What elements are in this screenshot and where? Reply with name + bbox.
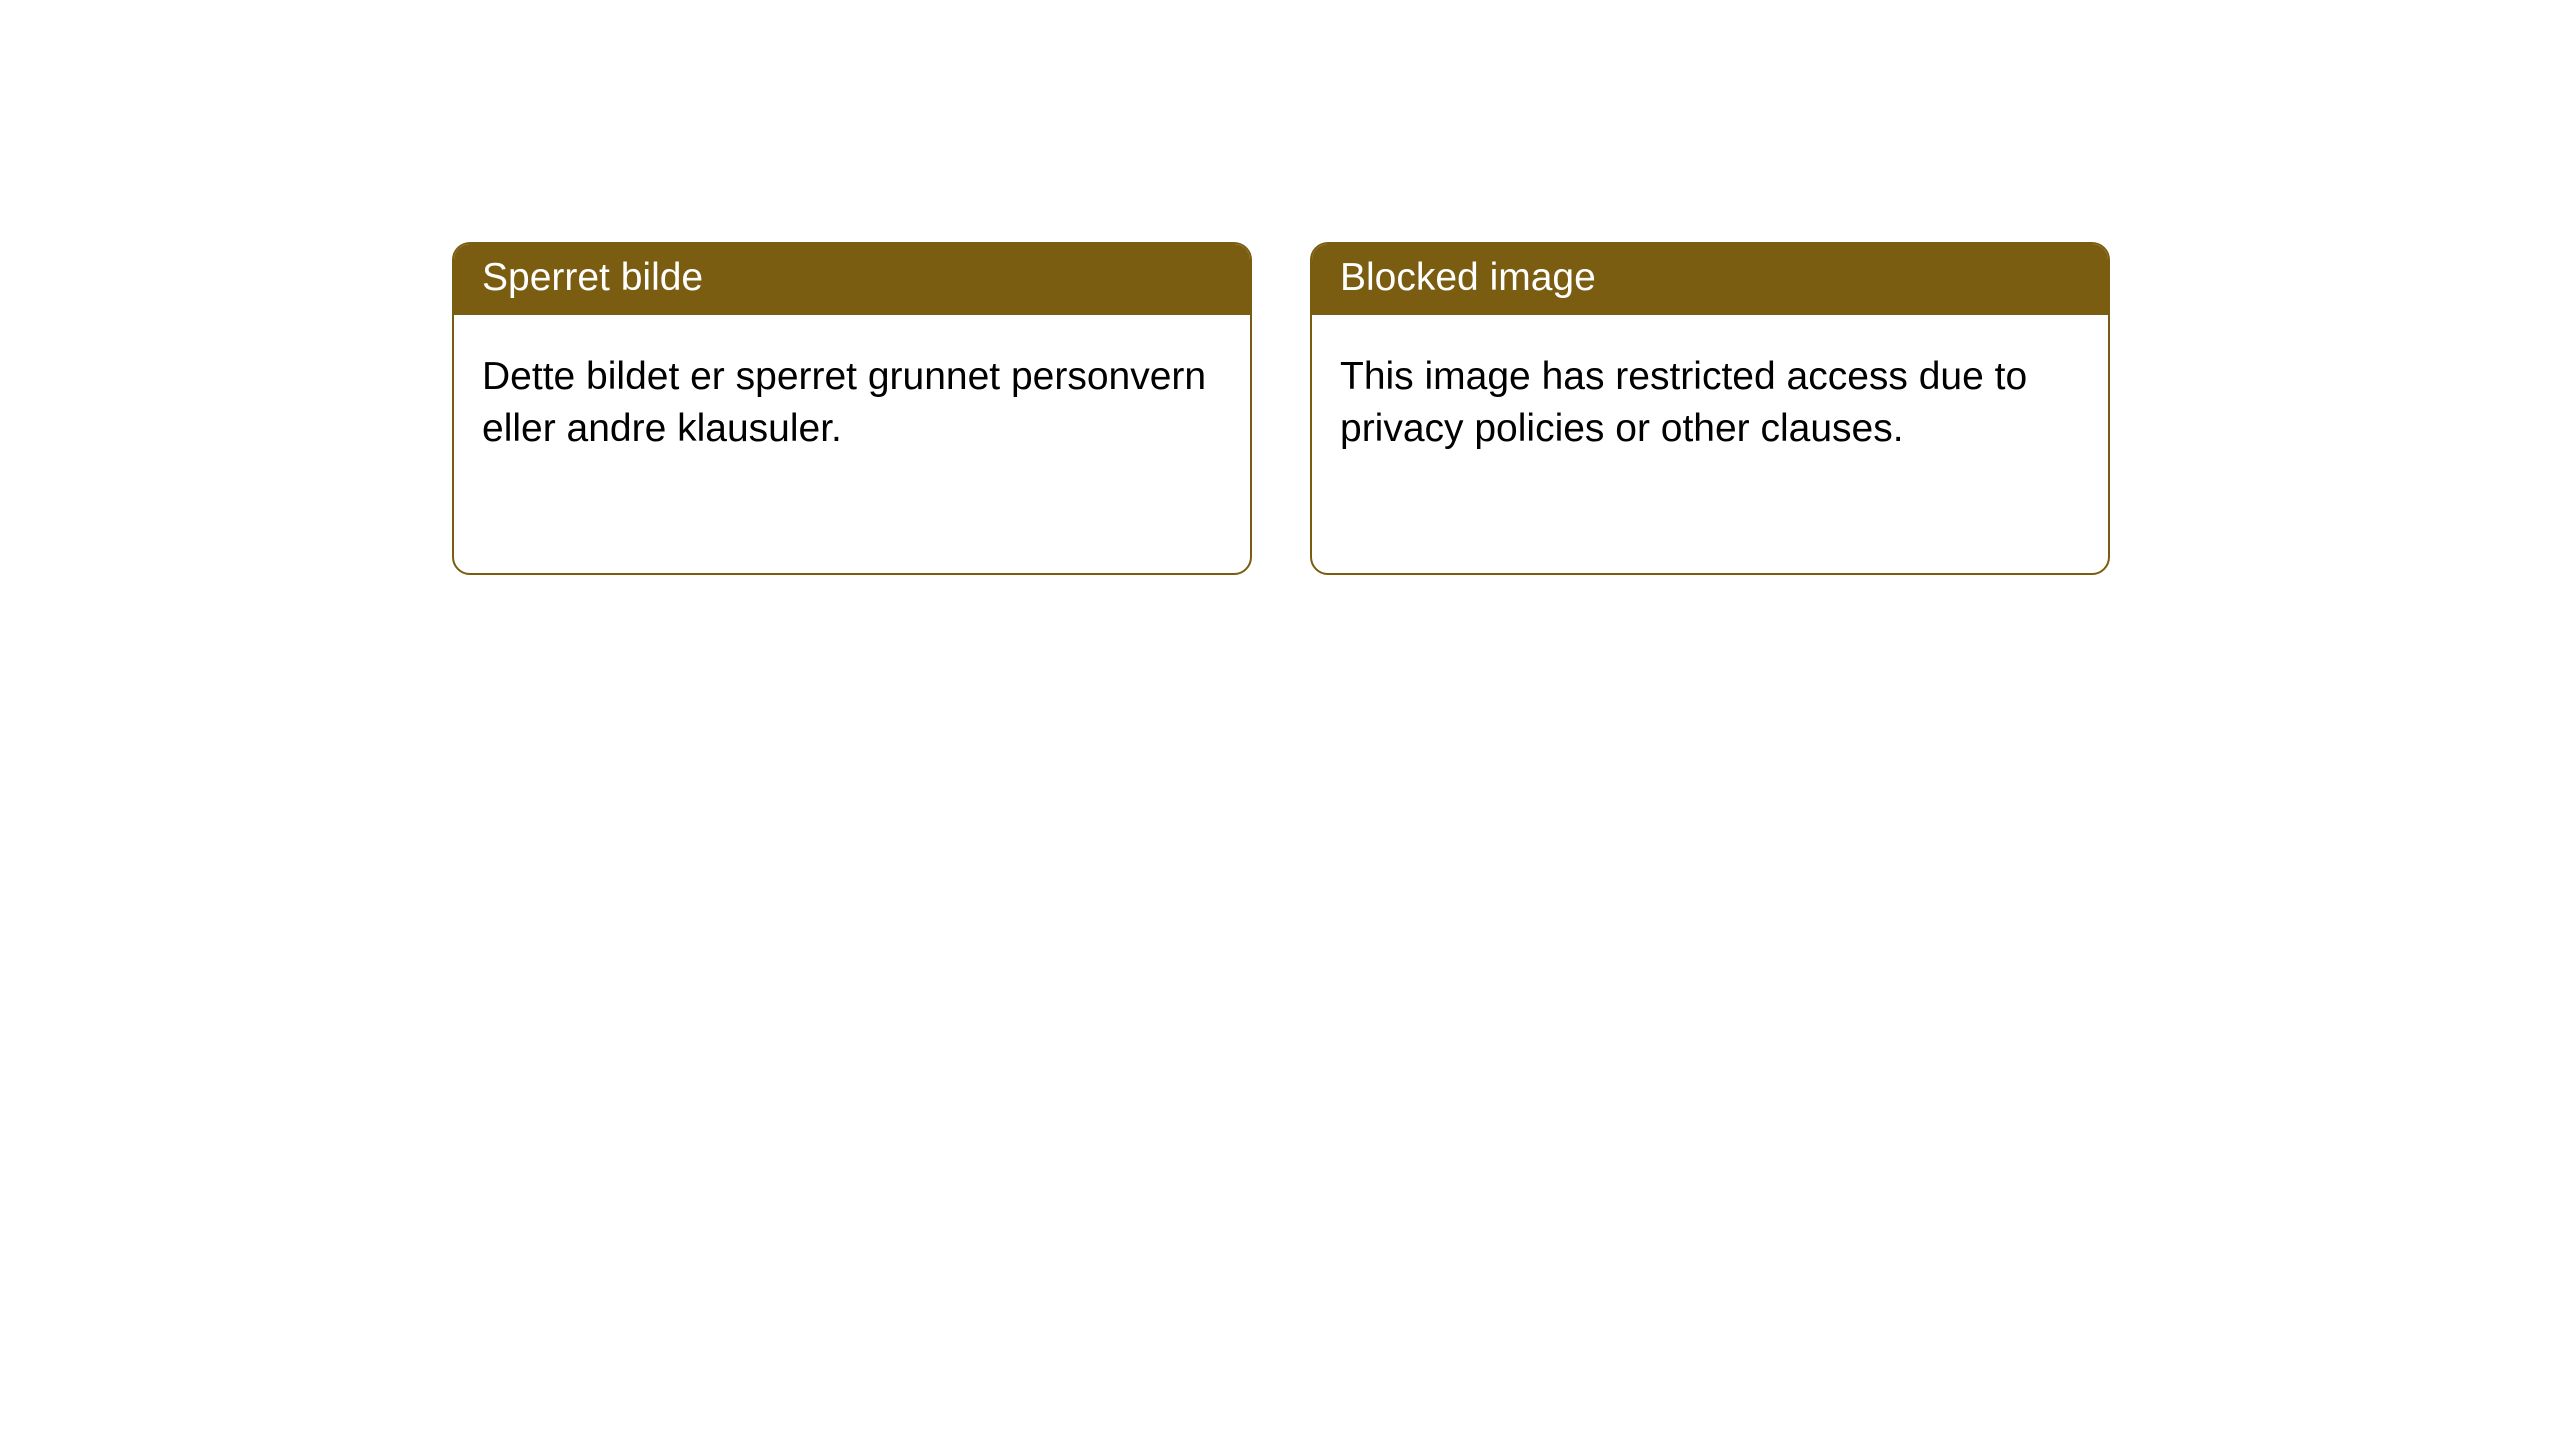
card-title-english: Blocked image [1312,244,2108,315]
notice-card-norwegian: Sperret bilde Dette bildet er sperret gr… [452,242,1252,575]
card-body-english: This image has restricted access due to … [1312,315,2108,491]
notice-card-english: Blocked image This image has restricted … [1310,242,2110,575]
card-title-norwegian: Sperret bilde [454,244,1250,315]
card-body-norwegian: Dette bildet er sperret grunnet personve… [454,315,1250,491]
notice-card-container: Sperret bilde Dette bildet er sperret gr… [452,242,2110,575]
